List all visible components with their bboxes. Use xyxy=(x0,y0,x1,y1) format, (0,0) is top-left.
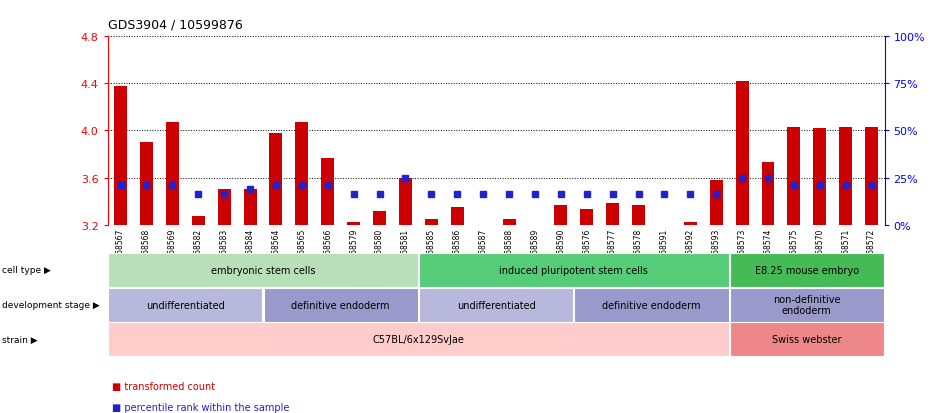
Bar xyxy=(632,205,645,225)
Bar xyxy=(109,288,262,322)
Bar xyxy=(762,163,774,225)
Bar xyxy=(451,207,463,225)
Text: undifferentiated: undifferentiated xyxy=(457,300,535,310)
Bar xyxy=(840,128,852,225)
Text: definitive endoderm: definitive endoderm xyxy=(602,300,701,310)
Bar xyxy=(419,288,573,322)
Bar xyxy=(865,128,878,225)
Bar xyxy=(787,128,800,225)
Text: C57BL/6x129SvJae: C57BL/6x129SvJae xyxy=(373,335,464,344)
Bar xyxy=(730,253,884,287)
Text: Swiss webster: Swiss webster xyxy=(772,335,841,344)
Bar xyxy=(192,217,205,225)
Text: strain ▶: strain ▶ xyxy=(2,335,37,344)
Text: cell type ▶: cell type ▶ xyxy=(2,266,51,275)
Text: induced pluripotent stem cells: induced pluripotent stem cells xyxy=(499,265,649,275)
Bar xyxy=(580,210,593,225)
Bar xyxy=(813,129,826,225)
Text: E8.25 mouse embryo: E8.25 mouse embryo xyxy=(754,265,859,275)
Bar xyxy=(109,323,728,356)
Bar xyxy=(730,288,884,322)
Text: definitive endoderm: definitive endoderm xyxy=(291,300,390,310)
Text: development stage ▶: development stage ▶ xyxy=(2,300,99,309)
Bar xyxy=(736,82,749,225)
Bar xyxy=(425,219,438,225)
Bar xyxy=(243,190,256,225)
Bar xyxy=(296,123,308,225)
Bar xyxy=(554,205,567,225)
Text: non-definitive
endoderm: non-definitive endoderm xyxy=(773,294,841,316)
Bar xyxy=(607,204,619,225)
Bar xyxy=(373,211,386,225)
Bar xyxy=(709,180,723,225)
Bar xyxy=(270,133,283,225)
Text: ■ percentile rank within the sample: ■ percentile rank within the sample xyxy=(112,402,290,412)
Bar xyxy=(684,223,696,225)
Bar xyxy=(114,86,127,225)
Bar xyxy=(347,223,360,225)
Bar xyxy=(503,219,516,225)
Bar xyxy=(264,288,417,322)
Text: embryonic stem cells: embryonic stem cells xyxy=(211,265,315,275)
Bar xyxy=(109,253,417,287)
Bar xyxy=(166,123,179,225)
Text: undifferentiated: undifferentiated xyxy=(146,300,225,310)
Text: ■ transformed count: ■ transformed count xyxy=(112,382,215,392)
Bar xyxy=(575,288,728,322)
Bar xyxy=(730,323,884,356)
Bar xyxy=(419,253,728,287)
Bar xyxy=(140,143,153,225)
Bar xyxy=(218,190,230,225)
Bar xyxy=(321,158,334,225)
Bar xyxy=(399,178,412,225)
Text: GDS3904 / 10599876: GDS3904 / 10599876 xyxy=(108,19,242,31)
